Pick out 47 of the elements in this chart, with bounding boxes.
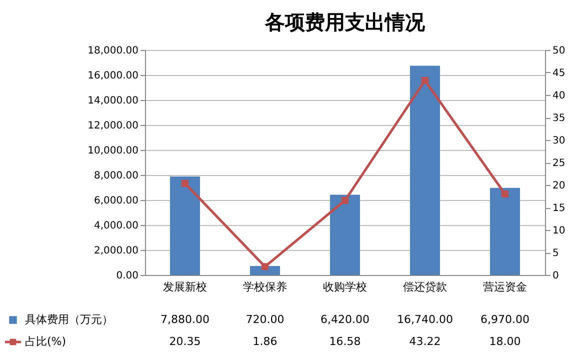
data-label: 6,420.00 (320, 313, 370, 326)
y-tick-label: 14,000.00 (88, 96, 138, 106)
y2-tick-label: 30 (552, 136, 566, 146)
x-tick-label: 学校保养 (243, 280, 287, 294)
y-tick-label: 12,000.00 (88, 120, 138, 132)
data-label: 7,880.00 (160, 313, 210, 326)
y2-tick-label: 15 (552, 203, 566, 214)
y-tick-label: 6,000.00 (94, 196, 138, 206)
point (181, 180, 189, 187)
data-label: 43.22 (409, 335, 441, 348)
y2-tick-label: 20 (552, 180, 566, 192)
point (421, 76, 429, 84)
data-label: 1.86 (252, 335, 278, 348)
bar (170, 176, 200, 275)
data-label: 16.58 (329, 335, 361, 348)
chart-title: 各项费用支出情况 (264, 10, 426, 34)
legend-label: 占比(%) (25, 335, 66, 348)
data-label: 6,970.00 (480, 313, 530, 326)
y-tick-label: 8,000.00 (94, 170, 138, 182)
point (341, 196, 349, 204)
point (501, 190, 509, 198)
y2-tick-label: 50 (552, 46, 566, 56)
data-label: 18.00 (489, 335, 521, 348)
y-tick-label: 0.00 (116, 270, 138, 282)
bar (490, 188, 520, 275)
y2-tick-label: 5 (552, 248, 559, 259)
y2-tick-label: 25 (552, 158, 566, 169)
y2-tick-label: 0 (552, 270, 559, 282)
x-tick-label: 收购学校 (323, 280, 367, 294)
y2-tick-label: 35 (552, 113, 566, 124)
data-label: 20.35 (169, 335, 201, 348)
y2-tick-label: 45 (552, 68, 566, 79)
x-tick-label: 发展新校 (163, 280, 207, 294)
data-label: 720.00 (246, 313, 284, 326)
bar (410, 66, 440, 275)
y2-tick-label: 40 (552, 90, 566, 102)
y2-tick-label: 10 (552, 226, 566, 236)
y-tick-label: 2,000.00 (94, 246, 138, 256)
data-label: 16,740.00 (397, 313, 453, 326)
y-tick-label: 4,000.00 (94, 220, 138, 232)
y-tick-label: 18,000.00 (88, 46, 138, 56)
x-tick-label: 偿还贷款 (403, 280, 447, 294)
x-tick-label: 营运资金 (483, 280, 527, 294)
y-tick-label: 10,000.00 (88, 146, 138, 156)
bar (330, 194, 360, 275)
y-tick-label: 16,000.00 (88, 70, 138, 82)
legend-label: 具体费用（万元） (25, 313, 113, 326)
